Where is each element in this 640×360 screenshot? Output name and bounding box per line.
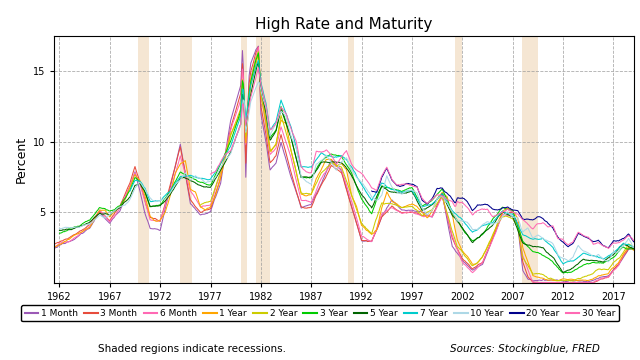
X-axis label: Date: Date: [329, 307, 359, 320]
Bar: [522, 36, 538, 283]
Bar: [256, 36, 270, 283]
Bar: [241, 36, 246, 283]
Y-axis label: Percent: Percent: [15, 136, 28, 183]
Bar: [348, 36, 354, 283]
Text: Shaded regions indicate recessions.: Shaded regions indicate recessions.: [98, 343, 286, 354]
Bar: [47, 36, 52, 283]
Bar: [138, 36, 149, 283]
Text: Sources: Stockingblue, FRED: Sources: Stockingblue, FRED: [450, 343, 600, 354]
Bar: [455, 36, 461, 283]
Legend: 1 Month, 3 Month, 6 Month, 1 Year, 2 Year, 3 Year, 5 Year, 7 Year, 10 Year, 20 Y: 1 Month, 3 Month, 6 Month, 1 Year, 2 Yea…: [21, 305, 619, 321]
Title: High Rate and Maturity: High Rate and Maturity: [255, 17, 433, 32]
Bar: [179, 36, 192, 283]
